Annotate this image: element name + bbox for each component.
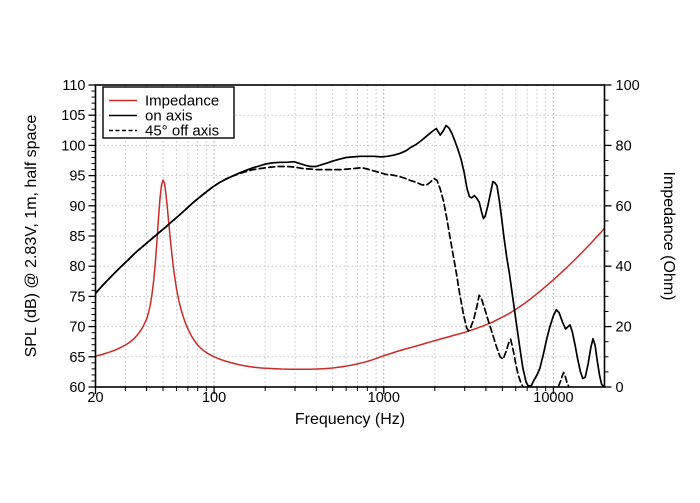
x-tick-label: 1000 — [368, 390, 400, 406]
y-right-tick-label: 100 — [616, 78, 640, 94]
45-off-axis-curve — [95, 165, 524, 388]
on-axis-curve — [95, 124, 605, 388]
y-right-tick-label: 40 — [616, 259, 632, 275]
45-off-axis-curve — [557, 371, 570, 388]
y-left-tick-label: 95 — [69, 169, 85, 185]
tick-labels-layer: 20 100 1000 10000 60 65 70 75 80 85 90 95 100 105 110 0… — [61, 78, 639, 406]
y-left-tick-label: 65 — [69, 350, 85, 366]
y-right-tick-label: 80 — [616, 138, 632, 154]
x-axis-title: Frequency (Hz) — [295, 411, 405, 428]
y-right-tick-label: 60 — [616, 199, 632, 215]
legend-item-label: 45° off axis — [145, 123, 219, 140]
y-right-axis-title: Impedance (Ohm) — [660, 172, 677, 301]
y-left-tick-label: 75 — [69, 289, 85, 305]
y-left-tick-label: 70 — [69, 320, 85, 336]
y-left-tick-label: 90 — [69, 199, 85, 215]
y-left-tick-label: 100 — [61, 138, 85, 154]
x-tick-label: 20 — [87, 390, 103, 406]
y-right-tick-label: 0 — [616, 380, 624, 396]
y-left-tick-label: 105 — [61, 108, 85, 124]
y-left-axis-title: SPL (dB) @ 2.83V, 1m, half space — [23, 115, 40, 358]
plot-frame — [94, 84, 606, 388]
x-tick-label: 100 — [202, 390, 226, 406]
y-left-tick-label: 80 — [69, 259, 85, 275]
y-left-tick-label: 60 — [69, 380, 85, 396]
x-tick-label: 10000 — [533, 390, 573, 406]
y-left-tick-label: 85 — [69, 229, 85, 245]
impedance-curve — [95, 179, 605, 371]
legend-item-label: on axis — [145, 108, 193, 125]
legend-item-label: Impedance — [145, 93, 219, 110]
axis-titles-layer: Frequency (Hz) SPL (dB) @ 2.83V, 1m, hal… — [23, 115, 677, 428]
y-right-tick-label: 20 — [616, 320, 632, 336]
legend-box — [102, 86, 235, 139]
y-left-tick-label: 110 — [62, 78, 85, 94]
curves-layer — [95, 124, 605, 388]
